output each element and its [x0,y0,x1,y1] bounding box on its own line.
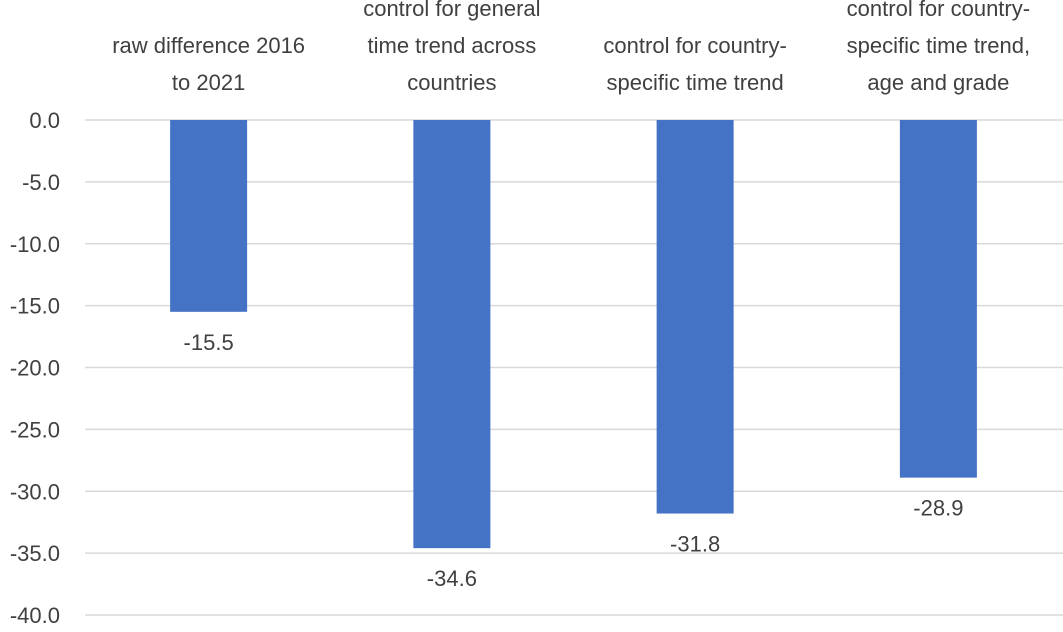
category-label: age and grade [867,70,1009,95]
y-tick-label: -5.0 [22,170,60,195]
category-label: time trend across [368,33,537,58]
y-tick-label: -35.0 [10,541,60,566]
bar [170,120,248,312]
category-label: control for general [363,0,540,21]
data-label: -34.6 [427,566,477,591]
gridlines [85,119,1063,616]
data-label: -28.9 [913,496,963,521]
bar [656,120,734,514]
category-label: specific time trend, [847,33,1030,58]
bar [899,120,977,478]
y-tick-label: -25.0 [10,417,60,442]
category-label: countries [407,70,496,95]
bars [170,120,977,549]
y-tick-label: -40.0 [10,603,60,628]
category-label: control for country- [847,0,1030,21]
category-label: to 2021 [172,70,245,95]
data-label: -31.8 [670,532,720,557]
y-tick-label: 0.0 [29,108,60,133]
category-label: specific time trend [606,70,783,95]
data-label: -15.5 [184,330,234,355]
y-tick-label: -30.0 [10,479,60,504]
category-label: raw difference 2016 [112,33,305,58]
category-labels: raw difference 2016 to 2021 control for ge… [112,0,1030,95]
y-axis-tick-labels: 0.0 -5.0 -10.0 -15.0 -20.0 -25.0 -30.0 -35.0 -40… [10,108,60,628]
y-tick-label: -15.0 [10,294,60,319]
y-tick-label: -10.0 [10,232,60,257]
y-tick-label: -20.0 [10,356,60,381]
category-label: control for country- [603,33,786,58]
bar [413,120,491,549]
data-labels: -15.5 -34.6 -31.8 -28.9 [184,330,964,591]
